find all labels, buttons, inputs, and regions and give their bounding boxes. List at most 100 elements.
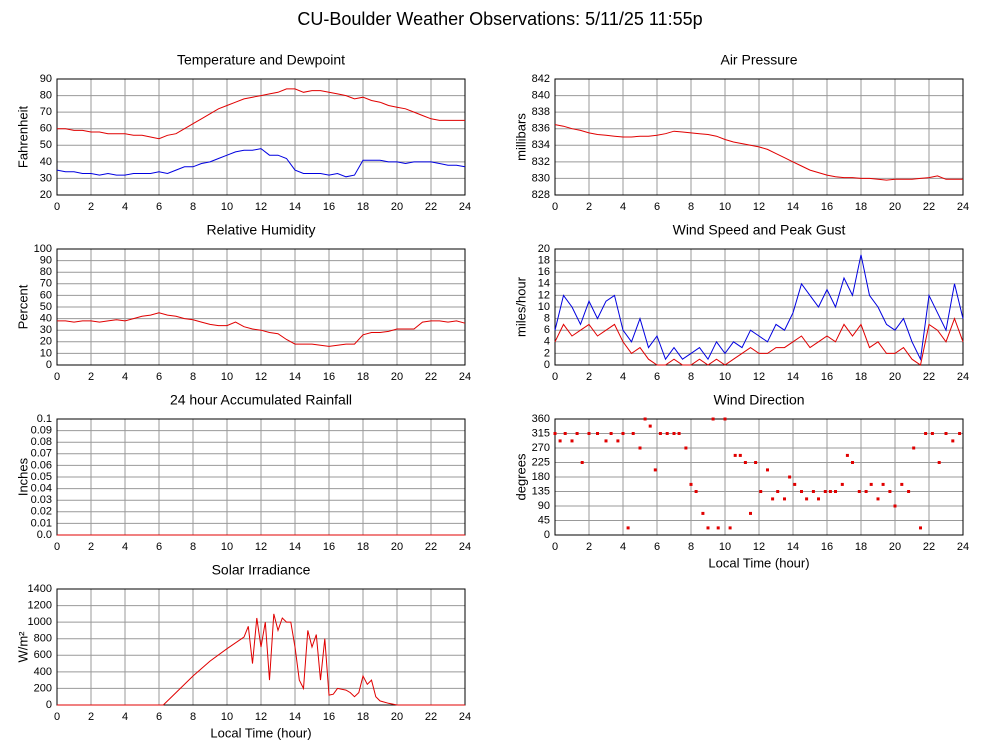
data-line [56, 148, 466, 178]
x-tick-label: 8 [688, 371, 694, 383]
x-axis-label: Local Time (hour) [210, 725, 311, 740]
x-tick-label: 8 [688, 201, 694, 213]
y-tick-label: 0.07 [31, 448, 52, 460]
x-tick-label: 24 [957, 371, 969, 383]
panel: Temperature and DewpointFahrenheit203040… [15, 52, 471, 213]
data-point [643, 417, 647, 421]
x-tick-label: 22 [425, 541, 437, 553]
y-tick-label: 20 [40, 189, 52, 201]
y-tick-label: 50 [40, 139, 52, 151]
panel-title: Relative Humidity [207, 222, 316, 238]
y-tick-label: 270 [532, 442, 550, 454]
x-tick-label: 12 [255, 201, 267, 213]
y-tick-label: 180 [532, 471, 550, 483]
y-tick-label: 20 [538, 243, 550, 255]
x-tick-label: 14 [787, 371, 799, 383]
y-tick-label: 842 [532, 73, 550, 85]
data-point [805, 497, 809, 501]
y-tick-label: 0.08 [31, 436, 52, 448]
x-tick-label: 24 [957, 541, 969, 553]
y-tick-label: 90 [40, 255, 52, 267]
data-point [937, 461, 941, 464]
x-tick-label: 2 [88, 711, 94, 723]
y-axis-label: degrees [513, 453, 528, 500]
x-tick-label: 12 [255, 711, 267, 723]
x-tick-label: 8 [190, 371, 196, 383]
data-point [706, 526, 710, 530]
x-tick-label: 20 [889, 541, 901, 553]
plot-frame [56, 248, 466, 366]
y-tick-label: 0 [46, 699, 52, 711]
x-tick-label: 16 [821, 201, 833, 213]
y-tick-label: 0.1 [37, 413, 52, 425]
data-point [575, 432, 579, 435]
x-tick-label: 4 [122, 201, 128, 213]
y-tick-label: 0 [46, 359, 52, 371]
x-tick-label: 16 [323, 711, 335, 723]
panel-title: Air Pressure [720, 52, 797, 68]
x-tick-label: 4 [620, 371, 626, 383]
x-tick-label: 24 [459, 711, 471, 723]
x-tick-label: 22 [923, 371, 935, 383]
data-point [869, 482, 873, 486]
data-point [694, 490, 698, 493]
data-point [893, 504, 897, 508]
x-tick-label: 6 [654, 371, 660, 383]
x-tick-label: 4 [122, 541, 128, 553]
x-tick-label: 2 [88, 541, 94, 553]
y-tick-label: 1000 [28, 616, 52, 628]
data-point [626, 526, 630, 530]
x-tick-label: 18 [357, 711, 369, 723]
data-point [672, 432, 676, 435]
x-tick-label: 0 [54, 541, 60, 553]
data-point [958, 432, 962, 435]
x-tick-label: 14 [289, 541, 301, 553]
y-tick-label: 0.06 [31, 459, 52, 471]
y-tick-label: 6 [544, 324, 550, 336]
data-point [881, 482, 885, 486]
y-tick-label: 200 [34, 682, 52, 694]
x-tick-label: 20 [391, 371, 403, 383]
data-line [57, 88, 465, 140]
panel-title: Wind Speed and Peak Gust [673, 222, 846, 238]
y-axis-label: millibars [513, 113, 528, 161]
x-tick-label: 20 [391, 541, 403, 553]
data-point [876, 497, 880, 501]
y-tick-label: 840 [532, 89, 550, 101]
data-line [554, 254, 964, 361]
data-point [616, 439, 620, 443]
x-tick-label: 8 [190, 711, 196, 723]
main-title: CU-Boulder Weather Observations: 5/11/25… [297, 9, 702, 29]
y-tick-label: 2 [544, 347, 550, 359]
x-tick-label: 14 [289, 371, 301, 383]
y-tick-label: 830 [532, 172, 550, 184]
data-point [851, 461, 854, 464]
panel: Wind Direction degrees Local Time (hour) 0 4… [513, 392, 969, 571]
y-tick-label: 70 [40, 106, 52, 118]
x-tick-label: 10 [719, 541, 731, 553]
data-point [919, 526, 922, 530]
data-point [857, 490, 861, 493]
x-tick-label: 24 [459, 541, 471, 553]
y-tick-label: 838 [532, 106, 550, 118]
x-tick-label: 22 [923, 201, 935, 213]
data-point [907, 490, 911, 493]
y-tick-label: 60 [40, 289, 52, 301]
x-tick-label: 18 [357, 371, 369, 383]
data-point [900, 482, 904, 486]
x-tick-label: 20 [889, 201, 901, 213]
x-axis-label: Local Time (hour) [708, 555, 809, 570]
data-point [828, 490, 832, 493]
y-tick-label: 315 [532, 427, 550, 439]
data-point [823, 490, 827, 493]
x-tick-label: 18 [855, 201, 867, 213]
y-tick-label: 8 [544, 313, 550, 325]
panel: Relative HumidityPercent0102030405060708… [15, 222, 471, 383]
data-point [677, 432, 681, 435]
x-tick-label: 18 [357, 541, 369, 553]
y-tick-label: 1200 [28, 599, 52, 611]
data-point [665, 432, 669, 435]
data-point [580, 461, 584, 464]
data-point [912, 446, 916, 450]
y-tick-label: 0.0 [37, 529, 52, 541]
